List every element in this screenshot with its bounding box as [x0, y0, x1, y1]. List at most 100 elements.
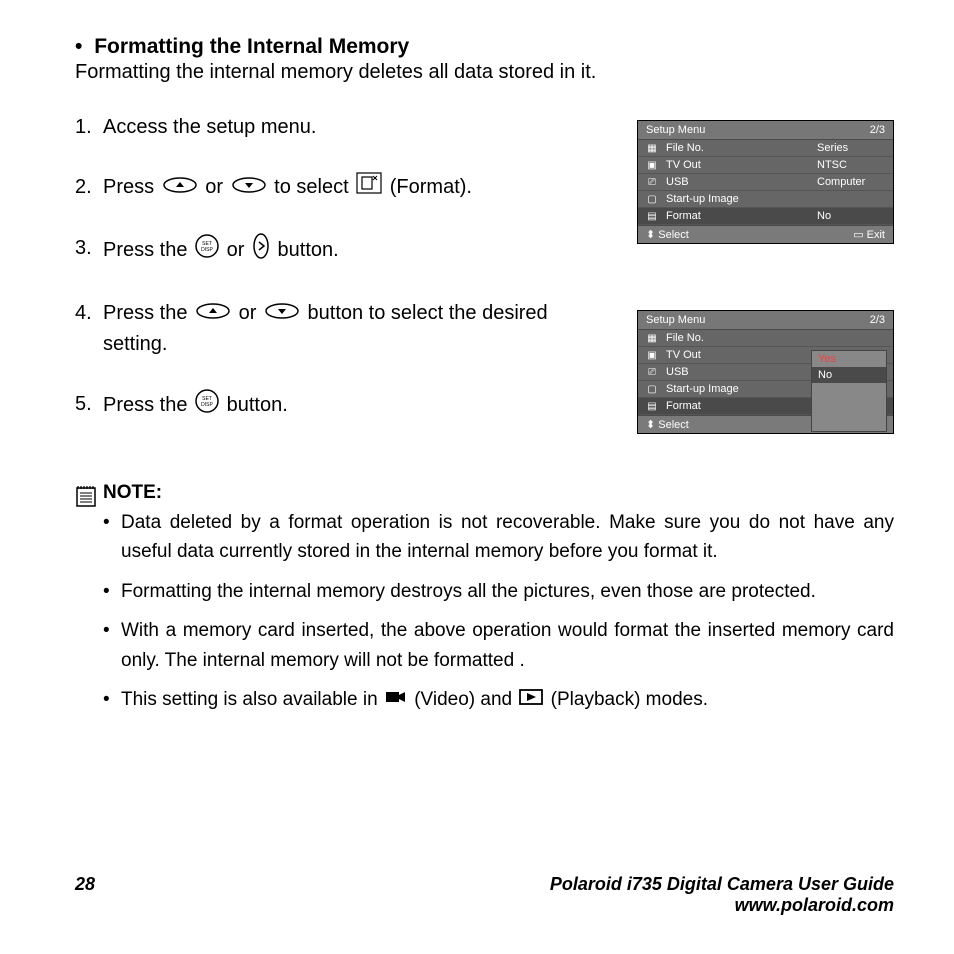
menu-value: Series	[817, 142, 887, 154]
option-blank	[812, 399, 886, 415]
note-item: Data deleted by a format operation is no…	[103, 508, 894, 567]
up-button-icon	[162, 173, 198, 203]
note-list: Data deleted by a format operation is no…	[103, 508, 894, 715]
section-heading: • Formatting the Internal Memory	[75, 35, 894, 59]
text: This setting is also available in	[121, 689, 383, 710]
usb-icon: ⎚	[644, 367, 660, 378]
menu-titlebar: Setup Menu 2/3	[638, 121, 893, 140]
page-footer: 28 Polaroid i735 Digital Camera User Gui…	[75, 874, 894, 916]
step-number: 5.	[75, 389, 103, 422]
menu-label: Format	[666, 400, 817, 412]
menu-label: File No.	[666, 332, 817, 344]
section-subheading: Formatting the internal memory deletes a…	[75, 61, 894, 84]
text: to select	[274, 176, 354, 198]
text: (Format).	[390, 176, 472, 198]
menu-label: USB	[666, 366, 817, 378]
menu-label: Start-up Image	[666, 383, 817, 395]
menu-row: ⎚ USBComputer	[638, 174, 893, 191]
guide-title: Polaroid i735 Digital Camera User Guide	[550, 874, 894, 895]
menu-footer: ⬍ Select ▭ Exit	[638, 225, 893, 243]
menu-row: ▣ TV OutNTSC	[638, 157, 893, 174]
menu-value: Computer	[817, 176, 887, 188]
menu-titlebar: Setup Menu 2/3	[638, 311, 893, 330]
file-no-icon: ▦	[644, 143, 660, 154]
file-no-icon: ▦	[644, 333, 660, 344]
menu-value: NTSC	[817, 159, 887, 171]
footer-select: ⬍ Select	[646, 418, 689, 431]
option-no-selected: No	[812, 367, 886, 383]
video-mode-icon	[385, 685, 407, 714]
note-icon	[75, 482, 103, 725]
menu-page: 2/3	[870, 314, 885, 326]
text: or	[205, 176, 228, 198]
option-yes: Yes	[812, 351, 886, 367]
menu-label: USB	[666, 176, 817, 188]
text: Press the	[103, 239, 193, 261]
menu-body: ▦File No. ▣TV Out ⎚USB ▢Start-up Image ▤…	[638, 330, 893, 415]
step-number: 2.	[75, 172, 103, 203]
note-content: NOTE: Data deleted by a format operation…	[103, 482, 894, 725]
startup-icon: ▢	[644, 194, 660, 205]
svg-text:DISP: DISP	[201, 402, 213, 408]
tv-out-icon: ▣	[644, 160, 660, 171]
note-item: Formatting the internal memory destroys …	[103, 577, 894, 606]
setup-menu-screenshot-2: Setup Menu 2/3 ▦File No. ▣TV Out ⎚USB ▢S…	[637, 310, 894, 434]
menu-row: ▢ Start-up Image	[638, 191, 893, 208]
text: (Playback) modes.	[551, 689, 708, 710]
bullet-icon: •	[75, 35, 82, 59]
menu-row-selected: ▤ FormatNo	[638, 208, 893, 225]
menu-label: Format	[666, 210, 817, 222]
text: (Video) and	[414, 689, 517, 710]
text: or	[227, 239, 250, 261]
footer-right: Polaroid i735 Digital Camera User Guide …	[550, 874, 894, 916]
format-icon: ▤	[644, 211, 660, 222]
text: or	[239, 302, 262, 324]
menu-title: Setup Menu	[646, 314, 705, 326]
tv-out-icon: ▣	[644, 350, 660, 361]
text: Select	[658, 419, 689, 431]
playback-mode-icon	[519, 685, 543, 714]
setup-menu-screenshot-1: Setup Menu 2/3 ▦ File No.Series ▣ TV OutNT…	[637, 120, 894, 244]
step-number: 4.	[75, 298, 103, 359]
menu-title: Setup Menu	[646, 124, 705, 136]
menu-value: No	[817, 210, 887, 222]
note-block: NOTE: Data deleted by a format operation…	[75, 482, 894, 725]
menu-label: Start-up Image	[666, 193, 817, 205]
down-button-icon	[264, 299, 300, 329]
text: Exit	[867, 229, 885, 241]
footer-select: ⬍ Select	[646, 228, 689, 241]
set-disp-button-icon: SETDISP	[195, 389, 219, 422]
note-item: With a memory card inserted, the above o…	[103, 616, 894, 675]
text: Press the	[103, 302, 193, 324]
option-blank	[812, 383, 886, 399]
step-number: 1.	[75, 112, 103, 142]
text: button.	[227, 394, 288, 416]
option-blank	[812, 415, 886, 431]
text: Select	[658, 229, 689, 241]
text: Press	[103, 176, 160, 198]
guide-url: www.polaroid.com	[550, 895, 894, 916]
down-button-icon	[231, 173, 267, 203]
menu-label: File No.	[666, 142, 817, 154]
menu-page: 2/3	[870, 124, 885, 136]
set-disp-button-icon: SETDISP	[195, 234, 219, 267]
menu-row: ▦ File No.Series	[638, 140, 893, 157]
usb-icon: ⎚	[644, 177, 660, 188]
footer-exit: ▭ Exit	[853, 228, 885, 241]
svg-text:DISP: DISP	[201, 247, 213, 253]
heading-text: Formatting the Internal Memory	[94, 35, 409, 58]
note-item: This setting is also available in (Video…	[103, 685, 894, 715]
menu-body: ▦ File No.Series ▣ TV OutNTSC ⎚ USBComputer…	[638, 140, 893, 225]
right-button-icon	[252, 233, 270, 268]
format-icon	[356, 172, 382, 203]
menu-row: ▦ File No.	[638, 330, 893, 347]
up-button-icon	[195, 299, 231, 329]
note-title: NOTE:	[103, 482, 894, 504]
menu-label: TV Out	[666, 159, 817, 171]
step-number: 3.	[75, 233, 103, 268]
menu-options-popup: Yes No	[811, 350, 887, 432]
text: button.	[278, 239, 339, 261]
startup-icon: ▢	[644, 384, 660, 395]
text: Press the	[103, 394, 193, 416]
page-number: 28	[75, 874, 95, 916]
